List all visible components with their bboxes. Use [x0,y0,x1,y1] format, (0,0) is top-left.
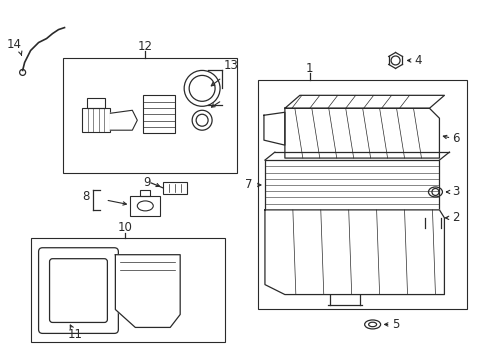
Text: 4: 4 [414,54,421,67]
Polygon shape [110,110,137,130]
Text: 11: 11 [68,328,83,341]
Text: 8: 8 [81,190,89,203]
Bar [258,80,467,310]
Bar [130,196,160,216]
Polygon shape [285,95,444,108]
Polygon shape [115,255,180,328]
Text: 7: 7 [245,179,252,192]
Bar [143,95,175,133]
Text: 13: 13 [224,59,239,72]
Bar [31,238,224,342]
Text: 5: 5 [392,318,399,331]
Text: 2: 2 [451,211,459,224]
Text: 3: 3 [451,185,459,198]
Text: 9: 9 [143,176,151,189]
Bar [87,98,105,108]
Bar [140,190,150,196]
Polygon shape [264,210,444,294]
Text: 10: 10 [118,221,133,234]
Text: 1: 1 [305,62,313,75]
Bar [62,58,237,173]
Bar [82,108,110,132]
Bar [264,160,439,210]
Text: 12: 12 [138,40,152,53]
Text: 14: 14 [7,38,22,51]
Polygon shape [264,112,285,145]
Text: 6: 6 [451,132,459,145]
Polygon shape [285,108,439,158]
Bar [163,182,187,194]
